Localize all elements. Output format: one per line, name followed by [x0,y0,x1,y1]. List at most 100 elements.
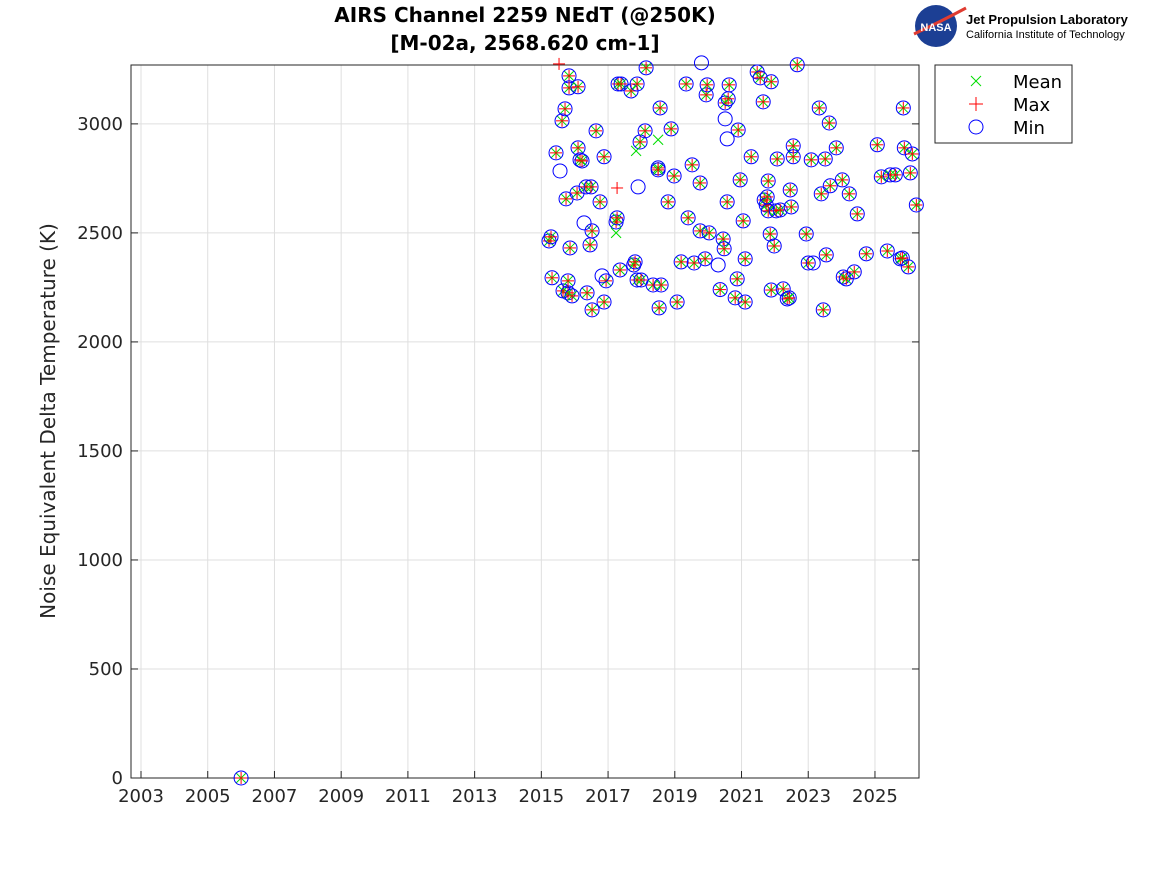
min-marker [680,210,696,226]
max-marker [734,173,747,186]
max-marker [824,179,837,192]
min-marker [583,179,599,195]
min-marker [879,243,895,259]
min-marker [887,167,903,183]
min-marker [579,285,595,301]
axis-ticks: 2003 2005 2007 2009 2011 2013 2015 2017 2019 2021… [77,114,919,807]
min-marker [737,294,753,310]
min-marker [541,233,557,249]
min-marker [732,172,748,188]
max-marker [655,279,668,292]
x-tick-label: 2005 [185,786,231,807]
max-marker [765,284,778,297]
max-marker [840,272,853,285]
max-marker [836,173,849,186]
y-tick-label: 2000 [77,332,123,353]
min-marker [783,199,799,215]
mean-marker-b [652,134,664,146]
y-tick-label: 500 [89,659,123,680]
max-marker [722,92,735,105]
min-marker [594,268,610,284]
min-marker [562,240,578,256]
y-tick-label: 2500 [77,223,123,244]
max-marker [640,61,653,74]
max-marker [902,260,915,273]
min-marker [710,257,726,273]
y-tick-label: 3000 [77,114,123,135]
max-marker [700,88,713,101]
max-marker [653,301,666,314]
max-marker [765,75,778,88]
min-marker [729,271,745,287]
max-marker [771,152,784,165]
max-marker [768,239,781,252]
max-marker [739,252,752,265]
max-marker [848,265,861,278]
max-marker [598,296,611,309]
max-marker [598,150,611,163]
max-marker [757,95,770,108]
max-marker [774,203,787,216]
min-marker [817,151,833,167]
min-marker [663,121,679,137]
max-marker [560,192,573,205]
min-marker [785,149,801,165]
max-marker [717,232,730,245]
min-marker [652,100,668,116]
min-marker [572,152,588,168]
min-marker [698,87,714,103]
legend-min-marker [968,119,984,135]
max-marker [694,176,707,189]
min-marker [653,277,669,293]
min-marker [651,300,667,316]
min-marker [650,162,666,178]
min-marker [735,213,751,229]
y-tick-label: 1500 [77,441,123,462]
max-marker [566,289,579,302]
min-marker [233,770,249,786]
max-marker [785,200,798,213]
max-marker [235,772,248,784]
max-marker [787,150,800,163]
legend-mean-marker [970,75,982,87]
min-marker [782,182,798,198]
min-marker [701,225,717,241]
max-marker [906,147,919,160]
min-marker [846,264,862,280]
min-marker [592,194,608,210]
min-marker [815,302,831,318]
max-marker [897,101,910,114]
min-marker [632,134,648,150]
max-marker [572,141,585,154]
min-marker [669,294,685,310]
min-marker [762,226,778,242]
min-marker [569,185,585,201]
max-marker [737,214,750,227]
min-marker [727,290,743,306]
min-marker [574,153,590,169]
min-marker [805,255,821,271]
min-marker [627,254,643,270]
min-marker [612,262,628,278]
max-marker [611,181,624,194]
x-tick-label: 2011 [385,786,431,807]
min-marker [763,282,779,298]
x-tick-label: 2021 [719,786,765,807]
max-marker [590,124,603,137]
max-marker [896,251,909,264]
max-marker [563,69,576,82]
min-marker [699,77,715,93]
max-marker [694,224,707,237]
chart-title-line1: AIRS Channel 2259 NEdT (@250K) [334,3,715,27]
min-marker [895,100,911,116]
max-marker [682,211,695,224]
min-marker [548,145,564,161]
max-marker [783,291,796,304]
x-tick-label: 2023 [785,786,831,807]
max-marker [721,195,734,208]
min-marker [560,273,576,289]
min-marker [772,202,788,218]
data-markers [233,55,924,786]
max-marker [815,187,828,200]
min-marker [693,55,709,71]
